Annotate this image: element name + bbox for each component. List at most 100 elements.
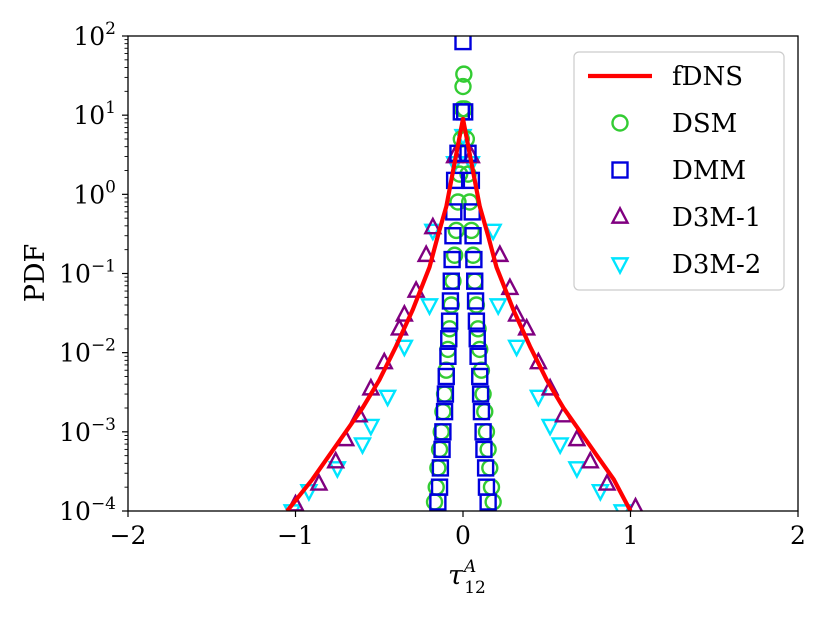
y-tick-base: 10 (73, 101, 105, 130)
data-point (434, 423, 452, 441)
x-tick-label: −1 (277, 521, 314, 550)
y-tick-base: 10 (73, 22, 105, 51)
legend-label: D3M-1 (672, 203, 761, 233)
y-tick-label: 102 (73, 19, 116, 51)
data-point (507, 339, 527, 358)
y-tick-label: 10−4 (59, 494, 116, 526)
data-point (420, 298, 439, 317)
legend-label: D3M-2 (672, 250, 761, 280)
data-point (440, 312, 459, 330)
data-point (394, 303, 414, 322)
data-point (466, 272, 484, 290)
data-point (423, 223, 443, 242)
data-point (528, 351, 548, 370)
data-point (627, 496, 644, 511)
y-tick-exponent: 1 (105, 98, 116, 118)
data-point (443, 250, 461, 269)
data-point (462, 221, 481, 240)
legend-label: DMM (672, 156, 746, 186)
data-point (528, 389, 548, 408)
data-point (481, 459, 499, 477)
y-tick-exponent: 0 (105, 177, 116, 197)
data-point (476, 459, 495, 477)
x-axis-label-base: τ (448, 560, 464, 591)
y-tick-exponent: −2 (91, 336, 116, 356)
data-point (467, 312, 486, 330)
data-point (479, 440, 497, 459)
data-point (484, 493, 502, 511)
x-tick-label: 2 (790, 521, 806, 550)
legend-item-dsm: DSM (611, 109, 737, 139)
data-point (327, 461, 347, 480)
data-point (435, 402, 454, 421)
y-tick-base: 10 (73, 180, 105, 209)
legend-marker-swatch (610, 257, 630, 276)
x-axis-label-sub: 12 (464, 578, 486, 598)
series-fdns (285, 116, 633, 511)
data-point (431, 459, 450, 477)
legend: fDNS DSM DMM D3M-1 D3M-2 (573, 51, 785, 291)
x-tick-label: 1 (623, 521, 639, 550)
y-tick-exponent: −1 (91, 257, 116, 277)
data-point (482, 478, 501, 496)
data-point (488, 298, 508, 317)
data-point (474, 423, 492, 441)
data-point (423, 216, 443, 235)
data-point (580, 450, 600, 469)
data-point (445, 246, 464, 264)
data-point (483, 223, 503, 242)
data-point (441, 292, 460, 310)
y-tick-base: 10 (59, 418, 91, 447)
data-point (394, 339, 414, 358)
data-point (361, 418, 381, 437)
data-point (567, 428, 587, 447)
legend-marker-swatch (610, 205, 630, 224)
legend-item-d3m-1: D3M-1 (610, 203, 761, 233)
data-point (479, 493, 497, 511)
data-point (590, 483, 610, 502)
data-point (567, 461, 587, 480)
y-axis-label: PDF (20, 244, 51, 303)
y-tick-label: 10−1 (59, 257, 116, 289)
y-tick-base: 10 (59, 497, 91, 526)
data-point (468, 330, 486, 348)
data-point (466, 272, 484, 290)
data-point (471, 367, 489, 386)
x-tick-label: −2 (110, 521, 147, 550)
data-point (490, 244, 510, 263)
y-tick-exponent: −4 (91, 494, 116, 514)
data-point (463, 203, 481, 221)
fdns-line (285, 116, 633, 511)
legend-item-fdns: fDNS (588, 62, 743, 92)
legend-marker-swatch (611, 114, 629, 132)
data-point (466, 292, 485, 310)
series-dmm (429, 36, 497, 511)
data-point (436, 385, 455, 403)
y-tick-label: 101 (73, 98, 116, 130)
data-point (442, 272, 460, 290)
legend-label: fDNS (672, 62, 743, 92)
data-point (429, 493, 447, 511)
data-point (454, 36, 472, 51)
data-point (309, 472, 329, 491)
y-tick-base: 10 (59, 339, 91, 368)
data-point (475, 440, 493, 459)
x-axis-label: τA 12 (448, 557, 486, 598)
data-point (440, 330, 458, 348)
data-point (469, 347, 487, 365)
x-tick-label: 0 (455, 521, 471, 550)
legend-marker-swatch (611, 161, 629, 179)
data-point (444, 227, 462, 245)
data-point (353, 437, 372, 456)
data-point (442, 296, 460, 314)
data-point (464, 227, 482, 245)
y-tick-exponent: 2 (105, 19, 116, 39)
data-point (378, 389, 398, 408)
legend-label: DSM (672, 109, 737, 139)
series-layer (282, 36, 644, 511)
data-point (326, 450, 346, 469)
data-point (550, 437, 570, 456)
data-point (471, 385, 490, 403)
